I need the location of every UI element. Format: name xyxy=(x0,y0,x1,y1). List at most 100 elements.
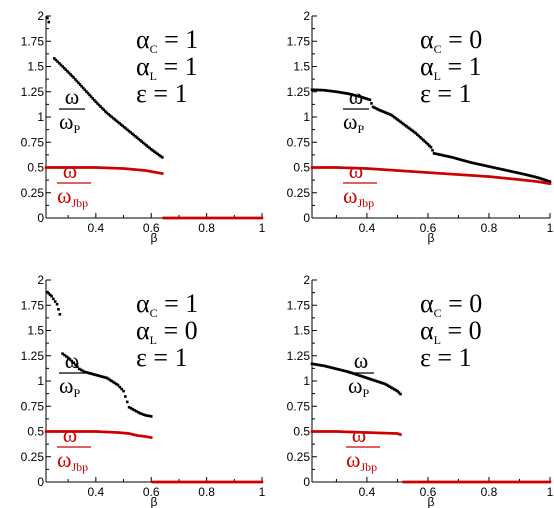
data-point xyxy=(377,108,381,112)
data-point xyxy=(434,152,438,156)
data-point xyxy=(509,169,512,173)
data-point xyxy=(136,168,140,172)
data-point xyxy=(88,93,91,97)
data-point xyxy=(66,69,69,73)
data-point xyxy=(157,171,161,175)
data-point xyxy=(511,480,515,484)
data-point xyxy=(47,20,51,24)
data-point xyxy=(481,480,484,484)
data-point xyxy=(534,175,538,179)
data-point xyxy=(213,216,217,220)
data-point xyxy=(66,166,70,169)
x-tick-label: 1 xyxy=(547,485,554,499)
data-point xyxy=(455,480,459,484)
data-point xyxy=(335,430,338,433)
data-point xyxy=(376,431,380,435)
data-point xyxy=(403,123,407,127)
data-point xyxy=(71,430,75,433)
data-point xyxy=(165,216,169,220)
param-symbol: ε xyxy=(136,79,147,108)
data-point xyxy=(489,480,492,484)
data-point xyxy=(386,384,390,388)
data-point xyxy=(46,16,49,20)
data-point xyxy=(162,216,165,220)
data-point xyxy=(456,157,459,161)
data-point xyxy=(163,216,167,220)
data-point xyxy=(159,171,162,175)
data-point xyxy=(544,178,547,182)
data-point xyxy=(252,480,256,484)
data-point xyxy=(192,480,195,484)
data-point xyxy=(446,154,449,158)
data-point xyxy=(354,373,358,376)
param-label: αC = 0 xyxy=(420,25,482,56)
data-point xyxy=(336,430,340,433)
data-point xyxy=(105,166,109,170)
data-point xyxy=(94,100,98,104)
data-point xyxy=(120,387,123,391)
data-point xyxy=(409,128,413,132)
data-point xyxy=(504,168,507,172)
param-label: ε = 1 xyxy=(420,343,472,372)
data-point xyxy=(131,433,134,436)
data-point xyxy=(547,182,550,185)
data-point xyxy=(495,176,499,179)
data-point xyxy=(121,431,125,435)
data-point xyxy=(534,180,538,183)
y-tick-label: 1.5 xyxy=(27,60,44,74)
data-point xyxy=(547,179,550,183)
data-point xyxy=(361,96,364,99)
data-point xyxy=(418,170,422,174)
denominator-subscript: P xyxy=(73,386,80,400)
data-point xyxy=(392,169,396,172)
series-omega-p xyxy=(46,16,164,159)
data-point xyxy=(431,171,435,175)
param-label: ε = 1 xyxy=(420,79,472,108)
data-point xyxy=(356,94,360,98)
data-point xyxy=(71,166,75,169)
denominator-symbol: ω xyxy=(346,447,360,472)
data-point xyxy=(388,385,392,388)
data-point xyxy=(458,480,462,484)
data-point xyxy=(517,171,521,175)
data-point xyxy=(513,480,516,484)
data-point xyxy=(519,178,523,182)
data-point xyxy=(378,431,382,435)
data-point xyxy=(470,174,473,177)
data-point xyxy=(531,480,534,484)
data-point xyxy=(255,216,259,220)
param-symbol: ε xyxy=(420,79,431,108)
data-point xyxy=(397,169,401,172)
data-point xyxy=(172,480,176,484)
data-point xyxy=(54,58,58,62)
data-point xyxy=(450,480,454,484)
data-point xyxy=(313,363,317,366)
series-label: ωωP xyxy=(348,348,374,400)
series-omega-jbp xyxy=(44,430,264,484)
data-point xyxy=(344,91,347,95)
data-point xyxy=(505,480,508,484)
data-point xyxy=(367,377,370,380)
param-label: αL = 1 xyxy=(136,52,198,83)
data-point xyxy=(139,168,143,172)
data-point xyxy=(454,157,457,160)
data-point xyxy=(479,174,483,178)
data-point xyxy=(118,431,121,434)
data-point xyxy=(423,140,427,143)
data-point xyxy=(129,406,133,410)
data-point xyxy=(56,60,59,63)
data-point xyxy=(97,166,101,169)
param-value: = 0 xyxy=(442,25,483,54)
data-point xyxy=(110,115,113,119)
data-point xyxy=(380,431,383,435)
data-point xyxy=(548,180,552,183)
data-point xyxy=(374,107,378,110)
data-point xyxy=(402,169,406,173)
data-point xyxy=(329,366,332,369)
series-label-denominator: ωJbp xyxy=(57,183,88,210)
data-point xyxy=(388,113,392,116)
data-point xyxy=(386,168,390,172)
data-point xyxy=(321,88,324,92)
data-point xyxy=(200,216,204,220)
data-point xyxy=(78,166,81,169)
